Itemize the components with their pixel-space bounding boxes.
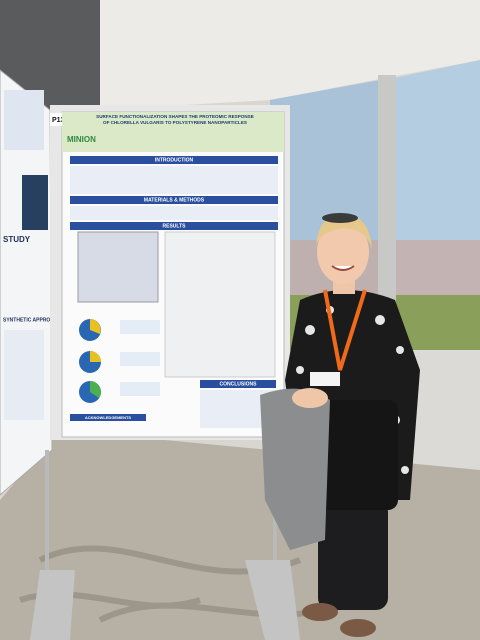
results-figure: [77, 231, 159, 303]
results-table: [164, 231, 276, 378]
mini-chart: [120, 382, 160, 396]
poster-title: SURFACE FUNCTIONALIZATION SHAPES THE PRO…: [96, 114, 254, 125]
person-vest: [318, 400, 398, 510]
person-legs: [318, 500, 388, 610]
person-face: [317, 220, 369, 284]
section-bar: [70, 196, 278, 204]
person-hair: [316, 213, 372, 250]
poster-title-box: SURFACE FUNCTIONALIZATION SHAPES THE PRO…: [96, 114, 254, 125]
poster-logo: MINION: [67, 135, 96, 144]
window-frame: [378, 75, 396, 365]
section-text: [70, 206, 278, 220]
stand-foot: [30, 570, 75, 640]
section-title: CONCLUSIONS: [220, 381, 258, 387]
lanyard: [323, 289, 367, 371]
left-poster-heading: SYNTHETIC APPROACH: [3, 317, 62, 323]
section-text: [70, 166, 278, 194]
mini-chart: [120, 320, 160, 334]
pie-slice: [90, 319, 101, 334]
ceiling-beam: [100, 0, 480, 110]
section-title: ACKNOWLEDGEMENTS: [85, 415, 132, 420]
pie-slice: [90, 351, 101, 362]
sunglasses: [322, 213, 358, 223]
poster-header: [62, 112, 284, 152]
pie-slice: [90, 381, 101, 398]
left-poster-header: [4, 90, 44, 150]
city: [270, 240, 480, 300]
jacket: [260, 388, 330, 550]
section-title: INTRODUCTION: [155, 157, 194, 163]
left-poster-image: [22, 175, 48, 230]
section-title: RESULTS: [163, 223, 187, 229]
left-poster-body: [4, 330, 44, 420]
stand-foot: [245, 560, 300, 640]
section-bar: [200, 380, 276, 388]
section-bar: [70, 222, 278, 230]
section-title: MATERIALS & METHODS: [144, 197, 205, 203]
poster-number: P13: [52, 117, 65, 124]
person-hands: [292, 388, 328, 408]
mini-chart: [120, 352, 160, 366]
name-badge: [310, 372, 340, 386]
section-bar: [70, 414, 146, 421]
person-shoe: [340, 619, 376, 637]
left-poster-heading: STUDY: [3, 235, 31, 244]
section-bar: [70, 156, 278, 164]
person-shoe: [302, 603, 338, 621]
person-smile: [331, 265, 355, 271]
